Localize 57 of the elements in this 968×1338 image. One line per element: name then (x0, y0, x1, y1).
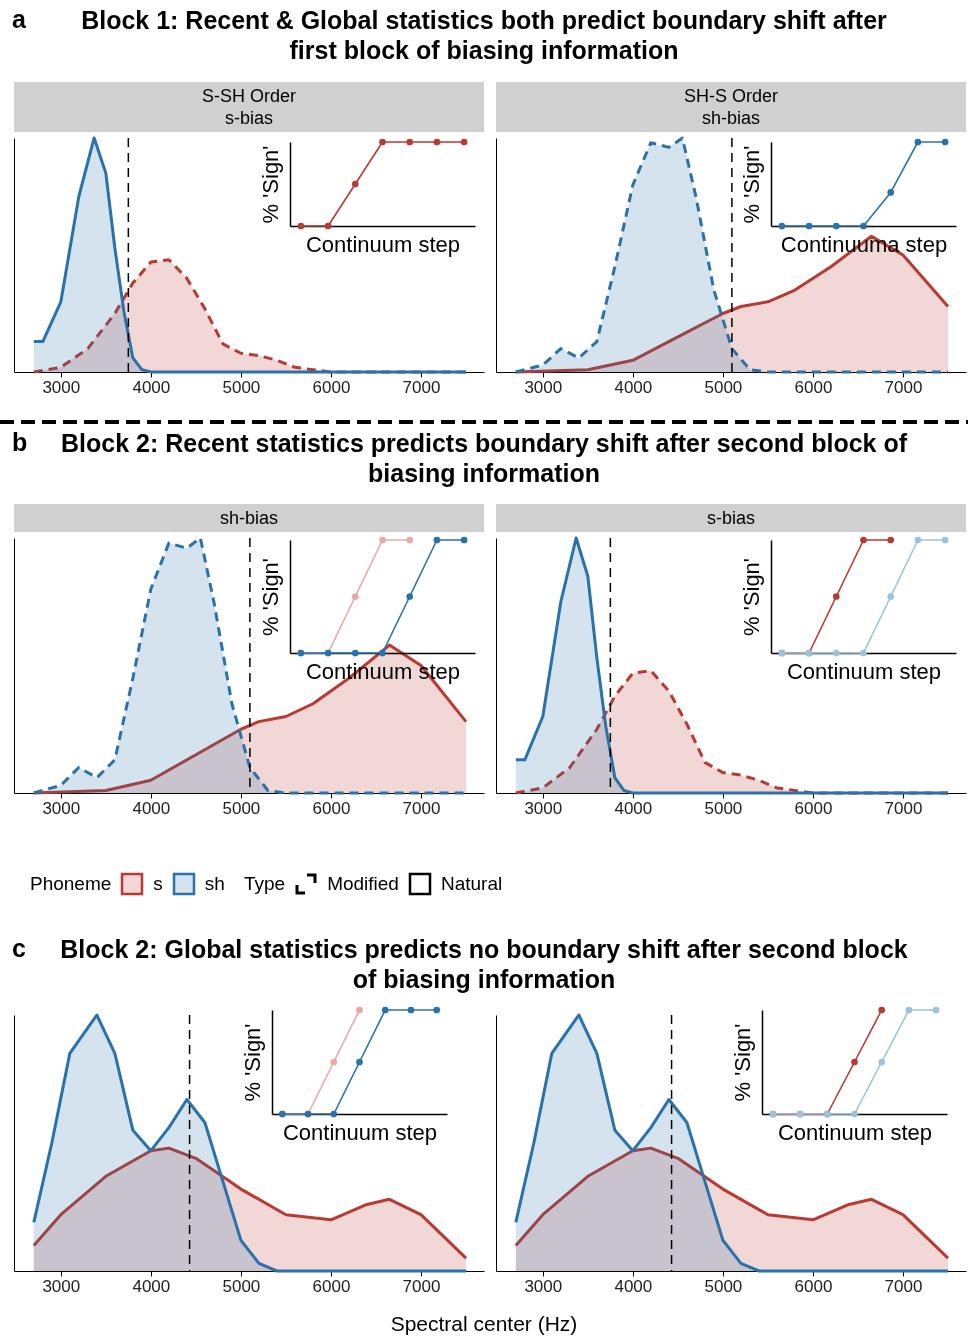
x-tick-label: 4000 (614, 798, 653, 818)
x-tick-label: 5000 (704, 377, 743, 397)
x-tick-label: 5000 (704, 798, 743, 818)
y-axis-title: % 'Sign' (257, 557, 283, 637)
x-tick-label: 4000 (614, 1276, 653, 1296)
chart-title: Block 2: Recent statistics predicts boundary shift after second block of biasing information (60, 428, 908, 488)
x-axis-title: Continuum step (305, 231, 461, 257)
chart-title: Block 2: Global statistics predicts no boundary shift after second block of biasing information (60, 934, 908, 994)
x-tick-label: 3000 (42, 798, 81, 818)
text: Type (243, 873, 286, 895)
x-tick-label: 3000 (524, 1276, 563, 1296)
x-axis-title: Continuum step (282, 1119, 438, 1145)
y-axis-title: % 'Sign' (738, 145, 764, 224)
x-axis-title: Continuum step (786, 658, 942, 684)
x-tick-label: 7000 (884, 377, 923, 397)
y-axis-title: % 'Sign' (738, 557, 764, 637)
x-axis-title: Spectral center (Hz) (389, 1312, 579, 1336)
chart-title: Block 1: Recent & Global statistics both predict boundary shift after first block of biasing information (80, 5, 888, 65)
x-tick-label: 7000 (884, 1276, 923, 1296)
x-tick-label: 7000 (402, 377, 441, 397)
text: c (12, 934, 26, 963)
x-tick-label: 4000 (614, 377, 653, 397)
text: Phoneme (30, 873, 112, 895)
x-tick-label: 3000 (42, 377, 81, 397)
x-tick-label: 3000 (524, 798, 563, 818)
x-tick-label: 5000 (704, 1276, 743, 1296)
x-tick-label: 6000 (794, 798, 833, 818)
x-tick-label: 7000 (402, 1276, 441, 1296)
x-tick-label: 5000 (222, 377, 261, 397)
x-tick-label: 6000 (312, 1276, 351, 1296)
x-tick-label: 7000 (884, 798, 923, 818)
x-tick-label: 6000 (794, 1276, 833, 1296)
x-tick-label: 7000 (402, 798, 441, 818)
y-axis-title: % 'Sign' (729, 1023, 755, 1102)
panel-header: SH-S Order sh-bias (496, 82, 966, 132)
x-tick-label: 6000 (794, 377, 833, 397)
x-tick-label: 3000 (42, 1276, 81, 1296)
panel-header: s-bias (496, 504, 966, 532)
x-tick-label: 5000 (222, 1276, 261, 1296)
x-tick-label: 4000 (132, 798, 171, 818)
panel-header: S-SH Order s-bias (14, 82, 484, 132)
y-axis-title: % 'Sign' (257, 145, 283, 224)
text: Modified (327, 873, 399, 895)
text: s (153, 873, 163, 895)
y-axis-title: % 'Sign' (239, 1023, 265, 1102)
x-axis-title: Continuum step (777, 1119, 933, 1145)
x-tick-label: 6000 (312, 798, 351, 818)
panel-header: sh-bias (14, 504, 484, 532)
text: a (12, 5, 26, 34)
x-tick-label: 6000 (312, 377, 351, 397)
x-tick-label: 5000 (222, 798, 261, 818)
x-tick-label: 3000 (524, 377, 563, 397)
text: sh (204, 873, 225, 895)
text: Natural (440, 873, 503, 895)
x-tick-label: 4000 (132, 377, 171, 397)
text: b (12, 428, 28, 457)
x-tick-label: 4000 (132, 1276, 171, 1296)
